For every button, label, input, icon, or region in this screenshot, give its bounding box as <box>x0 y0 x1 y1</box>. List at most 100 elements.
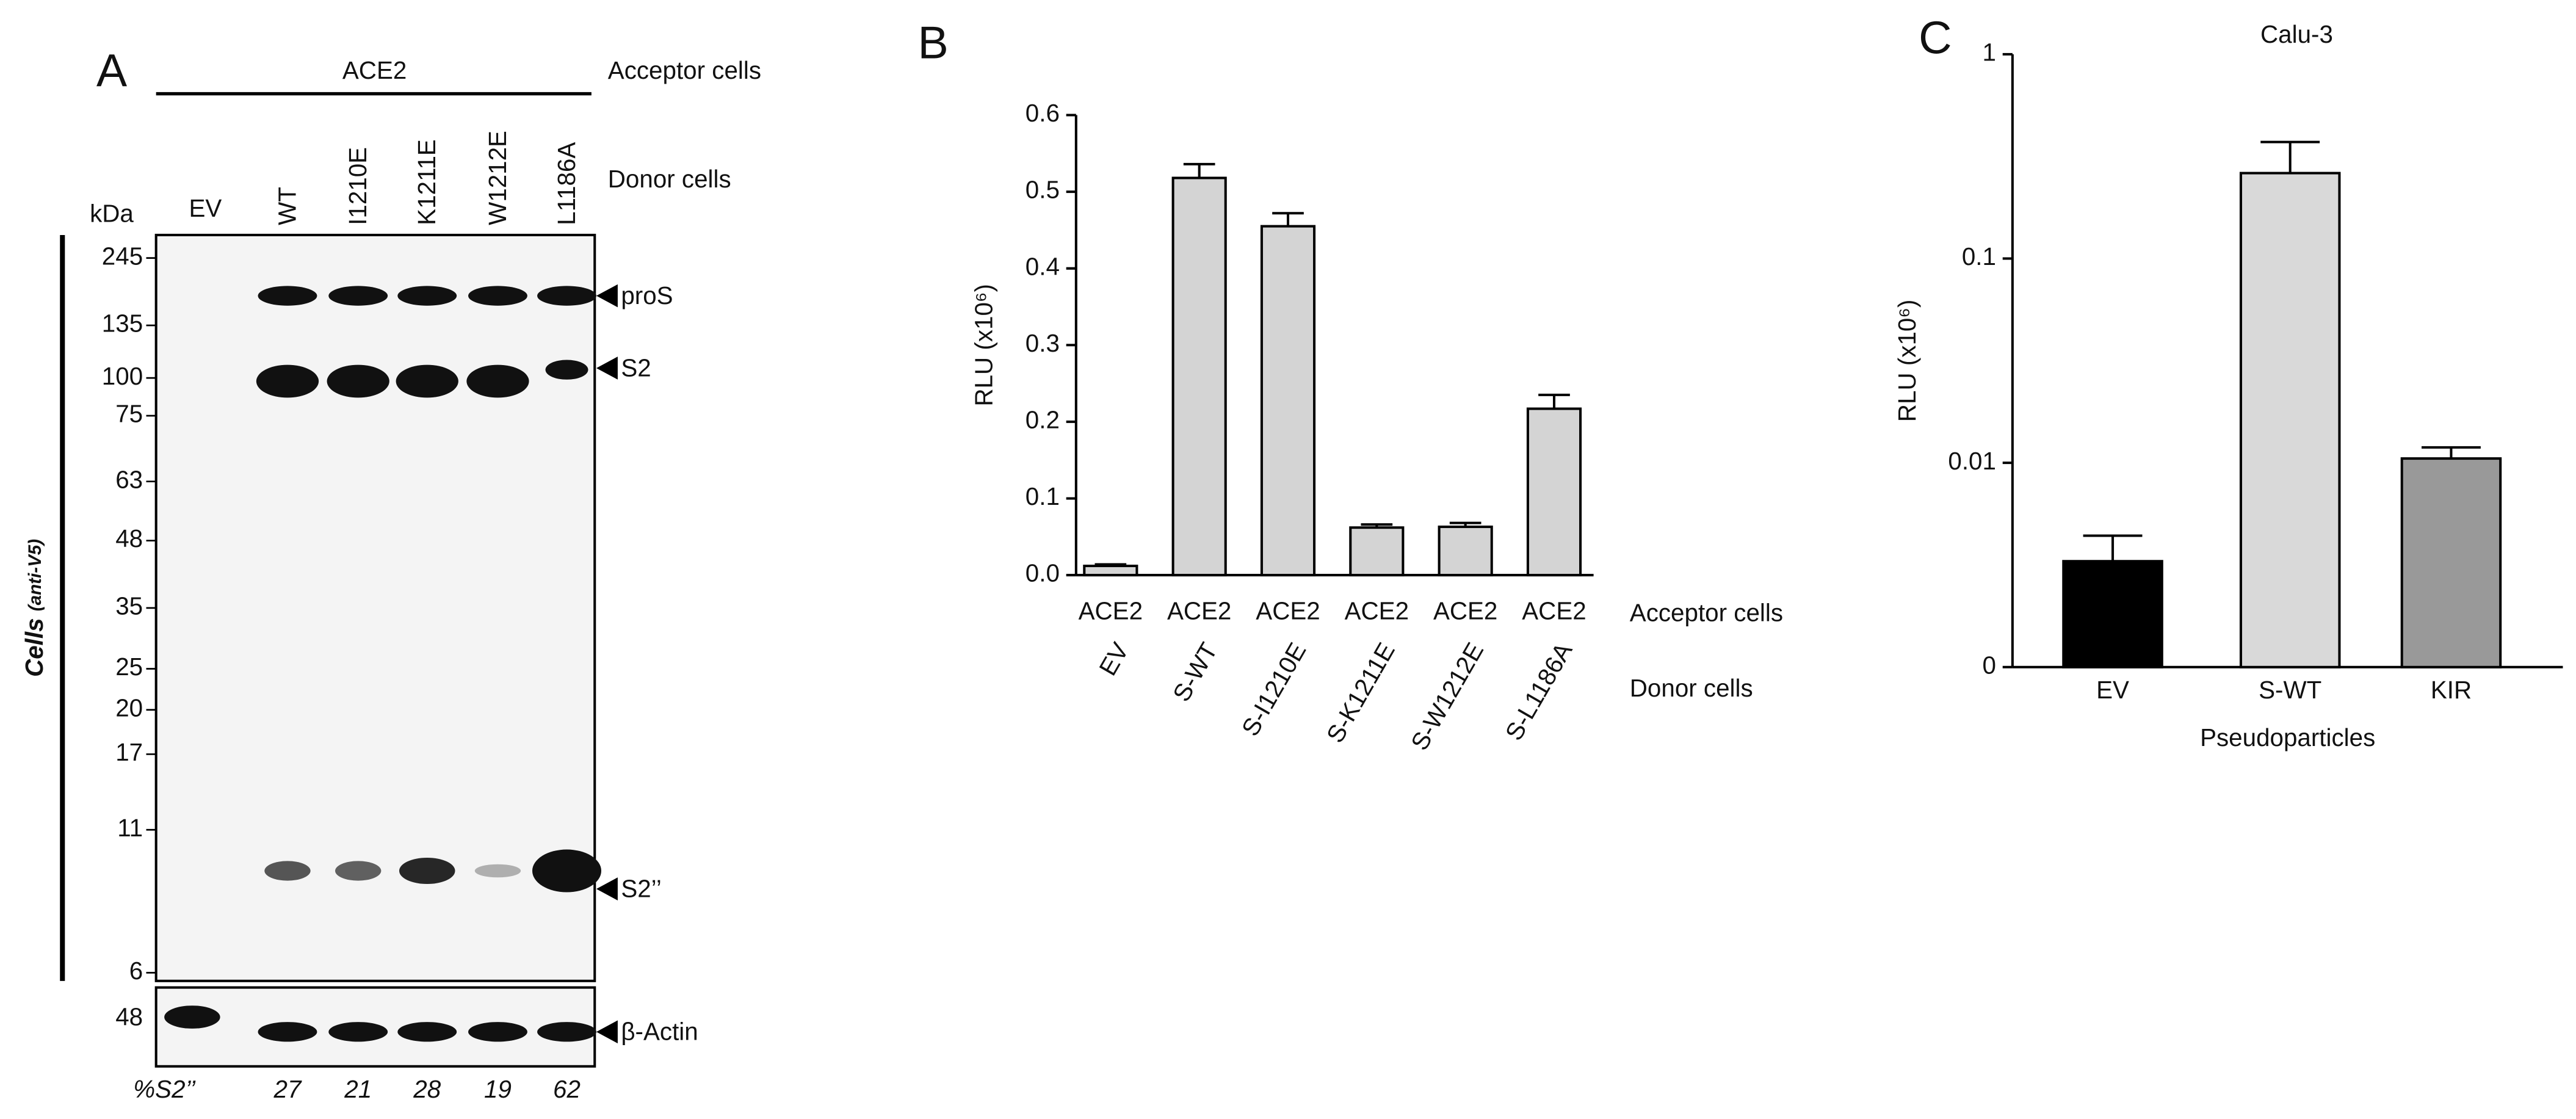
bar <box>1083 564 1138 577</box>
marker-label: 6 <box>129 957 143 985</box>
bar <box>1260 225 1316 577</box>
marker-label: 11 <box>117 814 143 842</box>
percent-label: %S2’’ <box>133 1075 196 1103</box>
bar <box>1526 407 1582 577</box>
bar <box>1349 526 1405 577</box>
band <box>328 286 388 306</box>
marker-label: 100 <box>102 362 143 390</box>
side-label: Cells (anti-V5) <box>20 539 48 677</box>
bar <box>2062 560 2163 668</box>
x-sub-label: S-L1186A <box>1499 638 1577 745</box>
x-tick-label: ACE2 <box>1079 597 1143 625</box>
band <box>328 1022 388 1042</box>
kda-label: kDa <box>90 199 134 227</box>
band-arrow <box>596 357 618 380</box>
side-label-main: Cells <box>20 618 48 676</box>
marker-label: 135 <box>102 310 143 338</box>
lane-label: W1212E <box>483 131 512 225</box>
subcategory-label: Donor cells <box>1630 674 1753 702</box>
y-tick-label: 0.2 <box>1026 406 1060 434</box>
band <box>466 364 529 398</box>
y-tick-label: 0.1 <box>1026 482 1060 510</box>
band-label: S2 <box>621 353 651 382</box>
percent-value: 62 <box>553 1075 581 1103</box>
percent-value: 21 <box>344 1075 372 1103</box>
x-tick-label: ACE2 <box>1345 597 1409 625</box>
chart-title: Calu-3 <box>2260 20 2333 48</box>
lane-label: EV <box>189 194 222 222</box>
band-label: β-Actin <box>621 1018 698 1046</box>
marker-label: 17 <box>115 738 143 766</box>
x-sub-label: S-K1211E <box>1321 638 1400 748</box>
side-label-sub: (anti-V5) <box>25 539 45 611</box>
band <box>396 364 458 398</box>
band-label: S2’’ <box>621 874 662 902</box>
bar <box>1171 176 1227 577</box>
x-tick-label: ACE2 <box>1433 597 1497 625</box>
category-label: Acceptor cells <box>1630 598 1783 626</box>
marker-label: 35 <box>115 592 143 620</box>
acceptor: ACE2 <box>342 56 407 84</box>
lane-label: K1211E <box>413 139 441 225</box>
y-tick-label: 0.6 <box>1026 99 1060 127</box>
percent-value: 28 <box>413 1075 441 1103</box>
band <box>256 364 319 398</box>
marker-label: 245 <box>102 242 143 270</box>
bar <box>2400 457 2502 668</box>
acceptor-label: Acceptor cells <box>608 56 761 84</box>
band <box>264 861 311 881</box>
x-tick-label: S-WT <box>2259 676 2321 704</box>
x-sub-label: EV <box>1093 638 1134 681</box>
marker-label: 48 <box>115 524 143 552</box>
band <box>468 1022 527 1042</box>
y-axis-label: RLU (x10⁶) <box>1893 300 1921 422</box>
lane-label: I1210E <box>344 147 372 225</box>
y-tick-label: 1 <box>1983 38 1996 67</box>
marker-label: 63 <box>115 465 143 493</box>
y-tick-label: 0.1 <box>1962 242 1996 270</box>
x-tick-label: EV <box>2096 676 2129 704</box>
band <box>397 286 457 306</box>
x-tick-label: ACE2 <box>1256 597 1320 625</box>
band <box>537 286 596 306</box>
x-sub-label: S-WT <box>1167 638 1223 706</box>
band <box>474 864 521 878</box>
marker-label: 25 <box>115 653 143 681</box>
marker-label: 20 <box>115 693 143 722</box>
band <box>327 364 389 398</box>
band <box>335 861 382 881</box>
band <box>164 1005 220 1029</box>
x-tick-label: KIR <box>2431 676 2472 704</box>
y-tick-label: 0 <box>1983 651 1996 679</box>
percent-value: 27 <box>273 1075 302 1103</box>
band <box>545 360 588 380</box>
x-sub-label: S-W1212E <box>1405 638 1489 755</box>
bar <box>2239 172 2341 668</box>
y-tick-label: 0.0 <box>1026 559 1060 587</box>
y-axis-label: RLU (x10⁶) <box>969 284 997 407</box>
y-tick-label: 0.3 <box>1026 329 1060 357</box>
band <box>468 286 527 306</box>
marker-label: 75 <box>115 400 143 428</box>
band-label: proS <box>621 281 673 310</box>
band <box>537 1022 596 1042</box>
x-tick-label: ACE2 <box>1522 597 1586 625</box>
lane-label: L1186A <box>552 142 581 225</box>
percent-value: 19 <box>484 1075 512 1103</box>
x-sub-label: S-I1210E <box>1236 638 1312 741</box>
x-tick-label: ACE2 <box>1167 597 1231 625</box>
panel-letter: C <box>1919 12 1952 63</box>
band <box>532 849 602 893</box>
band-arrow <box>596 284 618 308</box>
panel-letter: A <box>96 45 128 96</box>
band <box>397 1022 457 1042</box>
y-tick-label: 0.4 <box>1026 252 1060 280</box>
bar <box>1438 525 1493 577</box>
donor-label: Donor cells <box>608 165 731 193</box>
band <box>399 857 455 885</box>
actin-marker: 48 <box>115 1002 143 1030</box>
band <box>258 286 317 306</box>
panel-a: A ACE2 Acceptor cells Donor cells kDa Ce… <box>20 45 761 1103</box>
band <box>258 1022 317 1042</box>
